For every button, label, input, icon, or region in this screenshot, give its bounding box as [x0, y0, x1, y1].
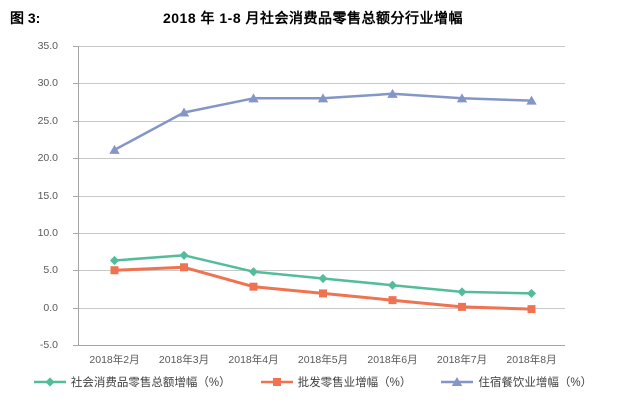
triangle-marker	[387, 88, 398, 98]
legend-triangle-marker-icon	[441, 377, 474, 386]
legend-diamond-marker-icon	[33, 377, 66, 387]
plot-area	[73, 46, 565, 346]
line-chart-canvas	[73, 46, 565, 346]
y-axis-label: -5.0	[39, 339, 58, 351]
square-marker	[388, 296, 397, 305]
chart-legend: 社会消费品零售总额增幅（%） 批发零售业增幅（%） 住宿餐饮业增幅（%）	[0, 374, 626, 390]
y-axis-label: 15.0	[37, 189, 58, 202]
y-axis-label: 0.0	[43, 301, 58, 314]
diamond-marker	[387, 280, 398, 290]
legend-label: 社会消费品零售总额增幅（%）	[70, 377, 231, 389]
legend-item: 住宿餐饮业增幅（%）	[441, 374, 592, 390]
legend-item: 社会消费品零售总额增幅（%）	[33, 374, 231, 390]
x-axis-label: 2018年2月	[89, 354, 140, 366]
square-marker	[319, 289, 327, 298]
y-axis-label: 35.0	[37, 40, 58, 52]
chart-title: 2018 年 1-8 月社会消费品零售总额分行业增幅	[162, 10, 464, 26]
legend-label: 批发零售业增幅（%）	[297, 377, 412, 389]
triangle-marker	[109, 144, 120, 154]
triangle-marker	[317, 93, 329, 103]
square-marker	[458, 302, 466, 311]
diamond-marker	[457, 287, 467, 297]
square-marker	[527, 305, 536, 314]
y-axis-label: 5.0	[43, 264, 58, 277]
diamond-marker	[109, 255, 120, 266]
x-axis-label: 2018年5月	[297, 354, 349, 366]
chart-region: 35.0 30.0 25.0 20.0 15.0 10.0 5.0 0.0 -5.0 2018年…	[0, 40, 626, 409]
series-line-square	[113, 265, 533, 311]
square-marker	[249, 282, 258, 291]
y-axis-label: 20.0	[37, 152, 58, 165]
y-axis-label: 25.0	[37, 114, 58, 127]
diamond-marker	[526, 288, 537, 299]
y-axis-label: 30.0	[37, 77, 58, 90]
x-axis-label: 2018年6月	[367, 354, 418, 366]
legend-item: 批发零售业增幅（%）	[260, 374, 412, 390]
legend-label: 住宿餐饮业增幅（%）	[478, 377, 593, 389]
triangle-marker	[526, 95, 537, 105]
diamond-marker	[179, 250, 189, 260]
y-axis-label: 10.0	[37, 226, 58, 239]
diamond-marker	[318, 273, 328, 284]
x-axis-label: 2018年3月	[158, 354, 210, 366]
chart-header: 图 3: 2018 年 1-8 月社会消费品零售总额分行业增幅	[0, 0, 626, 34]
square-marker	[180, 263, 188, 272]
triangle-marker	[178, 107, 190, 117]
triangle-marker	[248, 93, 259, 103]
x-axis-label: 2018年8月	[506, 354, 557, 366]
legend-square-marker-icon	[260, 378, 293, 386]
figure-label: 图 3:	[10, 10, 41, 26]
triangle-marker	[456, 93, 468, 103]
square-marker	[110, 266, 119, 275]
x-axis-label: 2018年4月	[228, 354, 279, 366]
x-axis-label: 2018年7月	[436, 354, 488, 366]
diamond-marker	[248, 267, 259, 277]
